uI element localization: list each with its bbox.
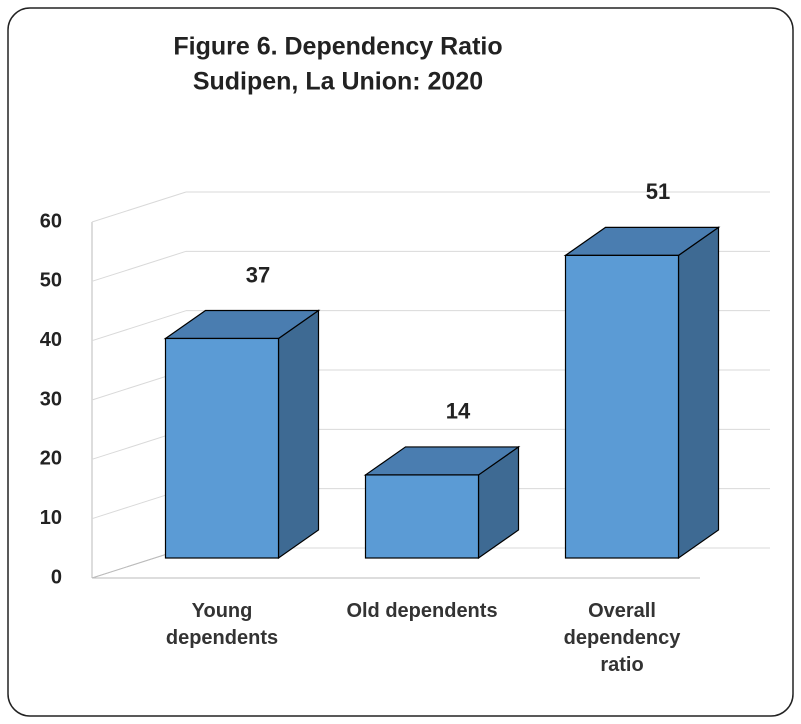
y-tick-label: 60	[40, 210, 62, 232]
grid-line	[91, 250, 187, 282]
bar	[164, 337, 280, 559]
data-label: 14	[446, 399, 471, 424]
data-label: 51	[646, 179, 670, 204]
y-tick-label: 20	[40, 448, 62, 470]
bar-side	[277, 309, 320, 560]
chart-title: Figure 6. Dependency Ratio	[173, 33, 502, 61]
bar	[564, 254, 680, 559]
x-tick-label: Overall dependency ratio	[563, 600, 681, 676]
y-tick-label: 30	[40, 388, 62, 410]
grid-line	[91, 191, 187, 223]
y-tick-label: 10	[40, 507, 62, 529]
y-tick-label: 50	[40, 270, 62, 292]
bar	[364, 474, 480, 559]
x-tick-label: Old dependents	[346, 600, 498, 622]
x-tick-label: Young dependents	[165, 600, 279, 649]
chart-title: Sudipen, La Union: 2020	[193, 68, 483, 96]
y-tick-label: 40	[40, 329, 62, 351]
y-tick-label: 0	[51, 566, 62, 588]
bar-side	[677, 226, 720, 560]
grid-line	[91, 310, 187, 342]
data-label: 37	[246, 262, 270, 287]
